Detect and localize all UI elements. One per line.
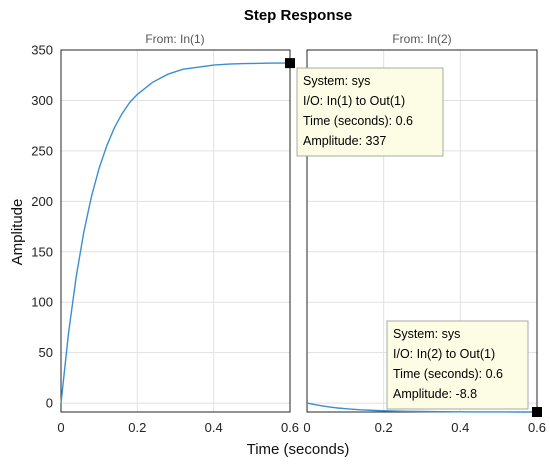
x-tick-label: 0.6 bbox=[528, 420, 546, 435]
datatip-marker[interactable] bbox=[532, 407, 542, 417]
y-tick-label: 250 bbox=[31, 143, 53, 158]
datatip-marker[interactable] bbox=[285, 58, 295, 69]
x-tick-label: 0 bbox=[303, 420, 310, 435]
panel-2-subtitle: From: In(2) bbox=[392, 32, 451, 46]
y-tick-label: 200 bbox=[31, 194, 53, 209]
datatip-2[interactable]: System: sys I/O: In(2) to Out(1) Time (sec… bbox=[386, 320, 529, 410]
y-tick-label: 100 bbox=[31, 295, 53, 310]
x-tick-label: 0.2 bbox=[128, 420, 146, 435]
datatip-line: I/O: In(2) to Out(1) bbox=[393, 347, 495, 361]
step-response-line bbox=[306, 402, 537, 413]
datatips-layer: System: sys I/O: In(1) to Out(1) Time (sec… bbox=[296, 67, 529, 410]
datatip-box bbox=[296, 67, 444, 157]
x-axis-label: Time (seconds) bbox=[247, 441, 350, 458]
datatip-line: I/O: In(1) to Out(1) bbox=[303, 94, 405, 108]
datatip-line: Amplitude: 337 bbox=[303, 134, 386, 148]
datatip-box bbox=[386, 320, 529, 410]
y-tick-labels: 0 50 100 150 200 250 300 350 bbox=[31, 43, 53, 411]
y-axis-label: Amplitude bbox=[9, 199, 26, 266]
x-tick-label: 0 bbox=[57, 420, 64, 435]
y-tick-label: 0 bbox=[46, 396, 53, 411]
chart-title: Step Response bbox=[244, 7, 352, 24]
x-tick-label: 0.4 bbox=[205, 420, 223, 435]
x-tick-label: 0.4 bbox=[451, 420, 469, 435]
datatip-1[interactable]: System: sys I/O: In(1) to Out(1) Time (sec… bbox=[296, 67, 444, 157]
y-tick-label: 150 bbox=[31, 244, 53, 259]
plot-area bbox=[61, 50, 290, 412]
x-tick-label: 0.6 bbox=[281, 420, 299, 435]
panel-1: 0 0.2 0.4 0.6 bbox=[57, 49, 299, 435]
x-tick-label: 0.2 bbox=[375, 420, 393, 435]
axes-frame bbox=[60, 49, 291, 413]
datatip-line: Amplitude: -8.8 bbox=[393, 387, 477, 401]
step-response-line bbox=[60, 62, 290, 404]
panel-1-subtitle: From: In(1) bbox=[145, 32, 204, 46]
y-tick-label: 50 bbox=[39, 345, 53, 360]
datatip-line: Time (seconds): 0.6 bbox=[303, 114, 413, 128]
y-tick-label: 350 bbox=[31, 43, 53, 58]
datatip-line: Time (seconds): 0.6 bbox=[393, 367, 503, 381]
y-tick-label: 300 bbox=[31, 93, 53, 108]
datatip-line: System: sys bbox=[393, 327, 460, 341]
datatip-line: System: sys bbox=[303, 74, 370, 88]
